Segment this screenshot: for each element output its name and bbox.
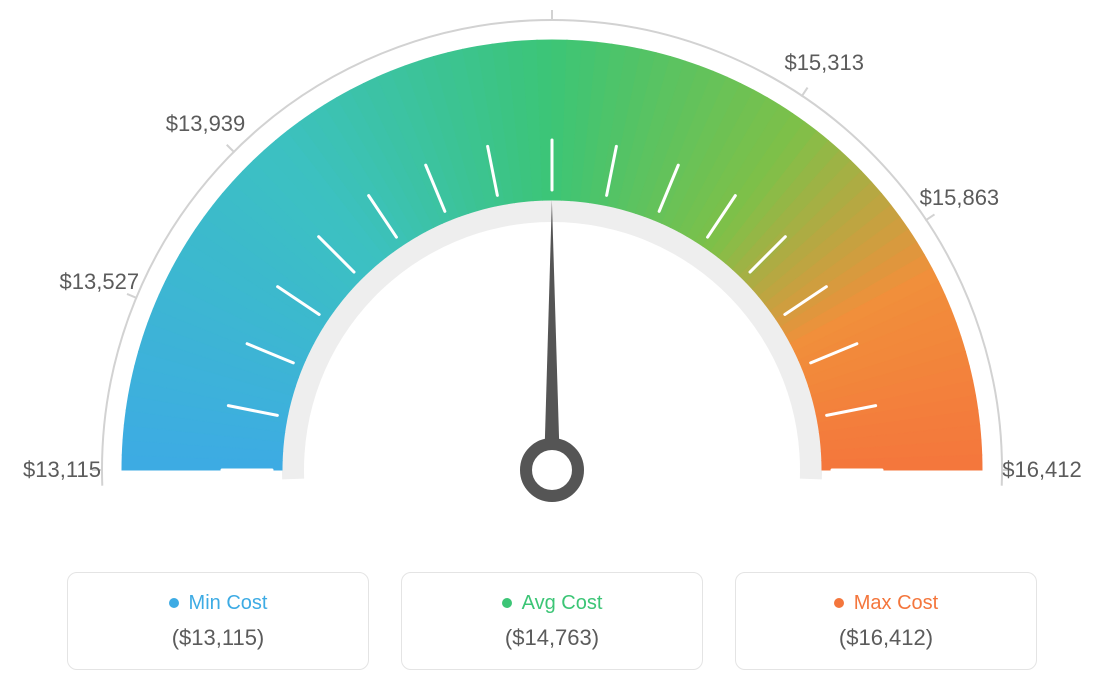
gauge-tick-label: $16,412 [1002, 457, 1082, 483]
gauge-tick-label: $13,939 [166, 111, 246, 137]
legend-dot-avg [502, 598, 512, 608]
legend-card-max: Max Cost ($16,412) [735, 572, 1037, 670]
legend-value-min: ($13,115) [172, 625, 265, 651]
legend-dot-min [169, 598, 179, 608]
legend-card-min: Min Cost ($13,115) [67, 572, 369, 670]
legend-label-max: Max Cost [854, 592, 938, 615]
legend: Min Cost ($13,115) Avg Cost ($14,763) Ma… [0, 572, 1104, 670]
gauge-tick-label: $15,313 [784, 50, 864, 76]
cost-gauge: $13,115$13,527$13,939$14,763$15,313$15,8… [0, 0, 1104, 540]
legend-label-min: Min Cost [189, 592, 268, 615]
gauge-tick-label: $13,527 [60, 269, 140, 295]
legend-dot-max [834, 598, 844, 608]
gauge-tick-label: $13,115 [23, 457, 101, 483]
legend-card-avg: Avg Cost ($14,763) [401, 572, 703, 670]
gauge-tick-label: $15,863 [920, 185, 1000, 211]
legend-value-max: ($16,412) [839, 625, 933, 651]
legend-value-avg: ($14,763) [505, 625, 599, 651]
legend-label-avg: Avg Cost [522, 592, 603, 615]
